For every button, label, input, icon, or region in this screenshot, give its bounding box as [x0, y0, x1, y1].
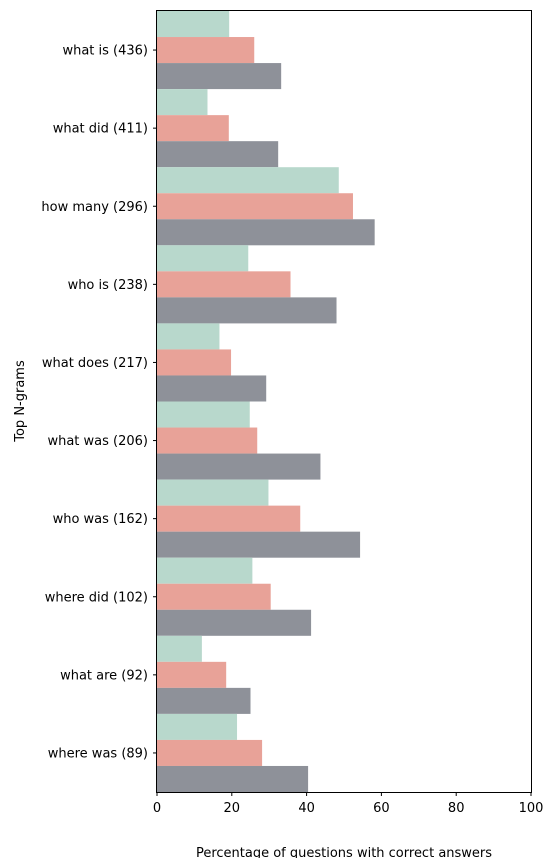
bar [157, 661, 227, 688]
bar [157, 271, 291, 298]
x-tick-label: 20 [224, 801, 241, 816]
bar [157, 505, 301, 532]
plot-frame [156, 10, 532, 793]
y-tick-label: where was (89) [48, 746, 148, 761]
bar [157, 375, 267, 402]
y-axis: what is (436) what did (411) how many (296… [41, 44, 157, 761]
x-tick-label: 100 [519, 801, 544, 816]
y-tick-label: what does (217) [42, 356, 148, 371]
bar [157, 167, 339, 194]
bar [157, 11, 230, 38]
bar [157, 687, 251, 714]
x-axis: 0 20 40 60 80 100 [153, 792, 544, 816]
bar [157, 557, 253, 584]
bar [157, 323, 220, 350]
bar [157, 713, 238, 740]
bar [157, 349, 232, 376]
y-tick-label: how many (296) [41, 200, 148, 215]
x-tick-label: 0 [153, 801, 161, 816]
bar [157, 193, 353, 220]
y-tick-label: what was (206) [47, 434, 148, 449]
bar [157, 115, 229, 142]
bar [157, 739, 263, 766]
y-tick-label: where did (102) [45, 590, 148, 605]
bar [157, 531, 361, 558]
y-tick-label: what is (436) [62, 44, 148, 59]
y-tick-label: what are (92) [60, 668, 148, 683]
x-tick-label: 60 [373, 801, 390, 816]
x-tick-label: 40 [298, 801, 315, 816]
bar [157, 427, 258, 454]
bars-group [157, 11, 375, 792]
bar [157, 141, 279, 168]
y-tick-label: what did (411) [53, 122, 148, 137]
bar [157, 63, 282, 90]
x-tick-label: 80 [448, 801, 465, 816]
bar [157, 297, 337, 324]
x-axis-label: Percentage of questions with correct ans… [196, 846, 492, 858]
bar [157, 245, 249, 272]
bar [157, 765, 309, 792]
y-tick-label: who is (238) [68, 278, 148, 293]
bar [157, 89, 208, 116]
bar [157, 583, 271, 610]
bar [157, 609, 312, 636]
bar [157, 37, 255, 64]
bar [157, 635, 202, 662]
y-axis-label: Top N-grams [13, 360, 28, 443]
bar [157, 219, 375, 246]
y-tick-label: who was (162) [53, 512, 148, 527]
bar [157, 401, 250, 428]
bar [157, 479, 269, 506]
bar [157, 453, 321, 480]
